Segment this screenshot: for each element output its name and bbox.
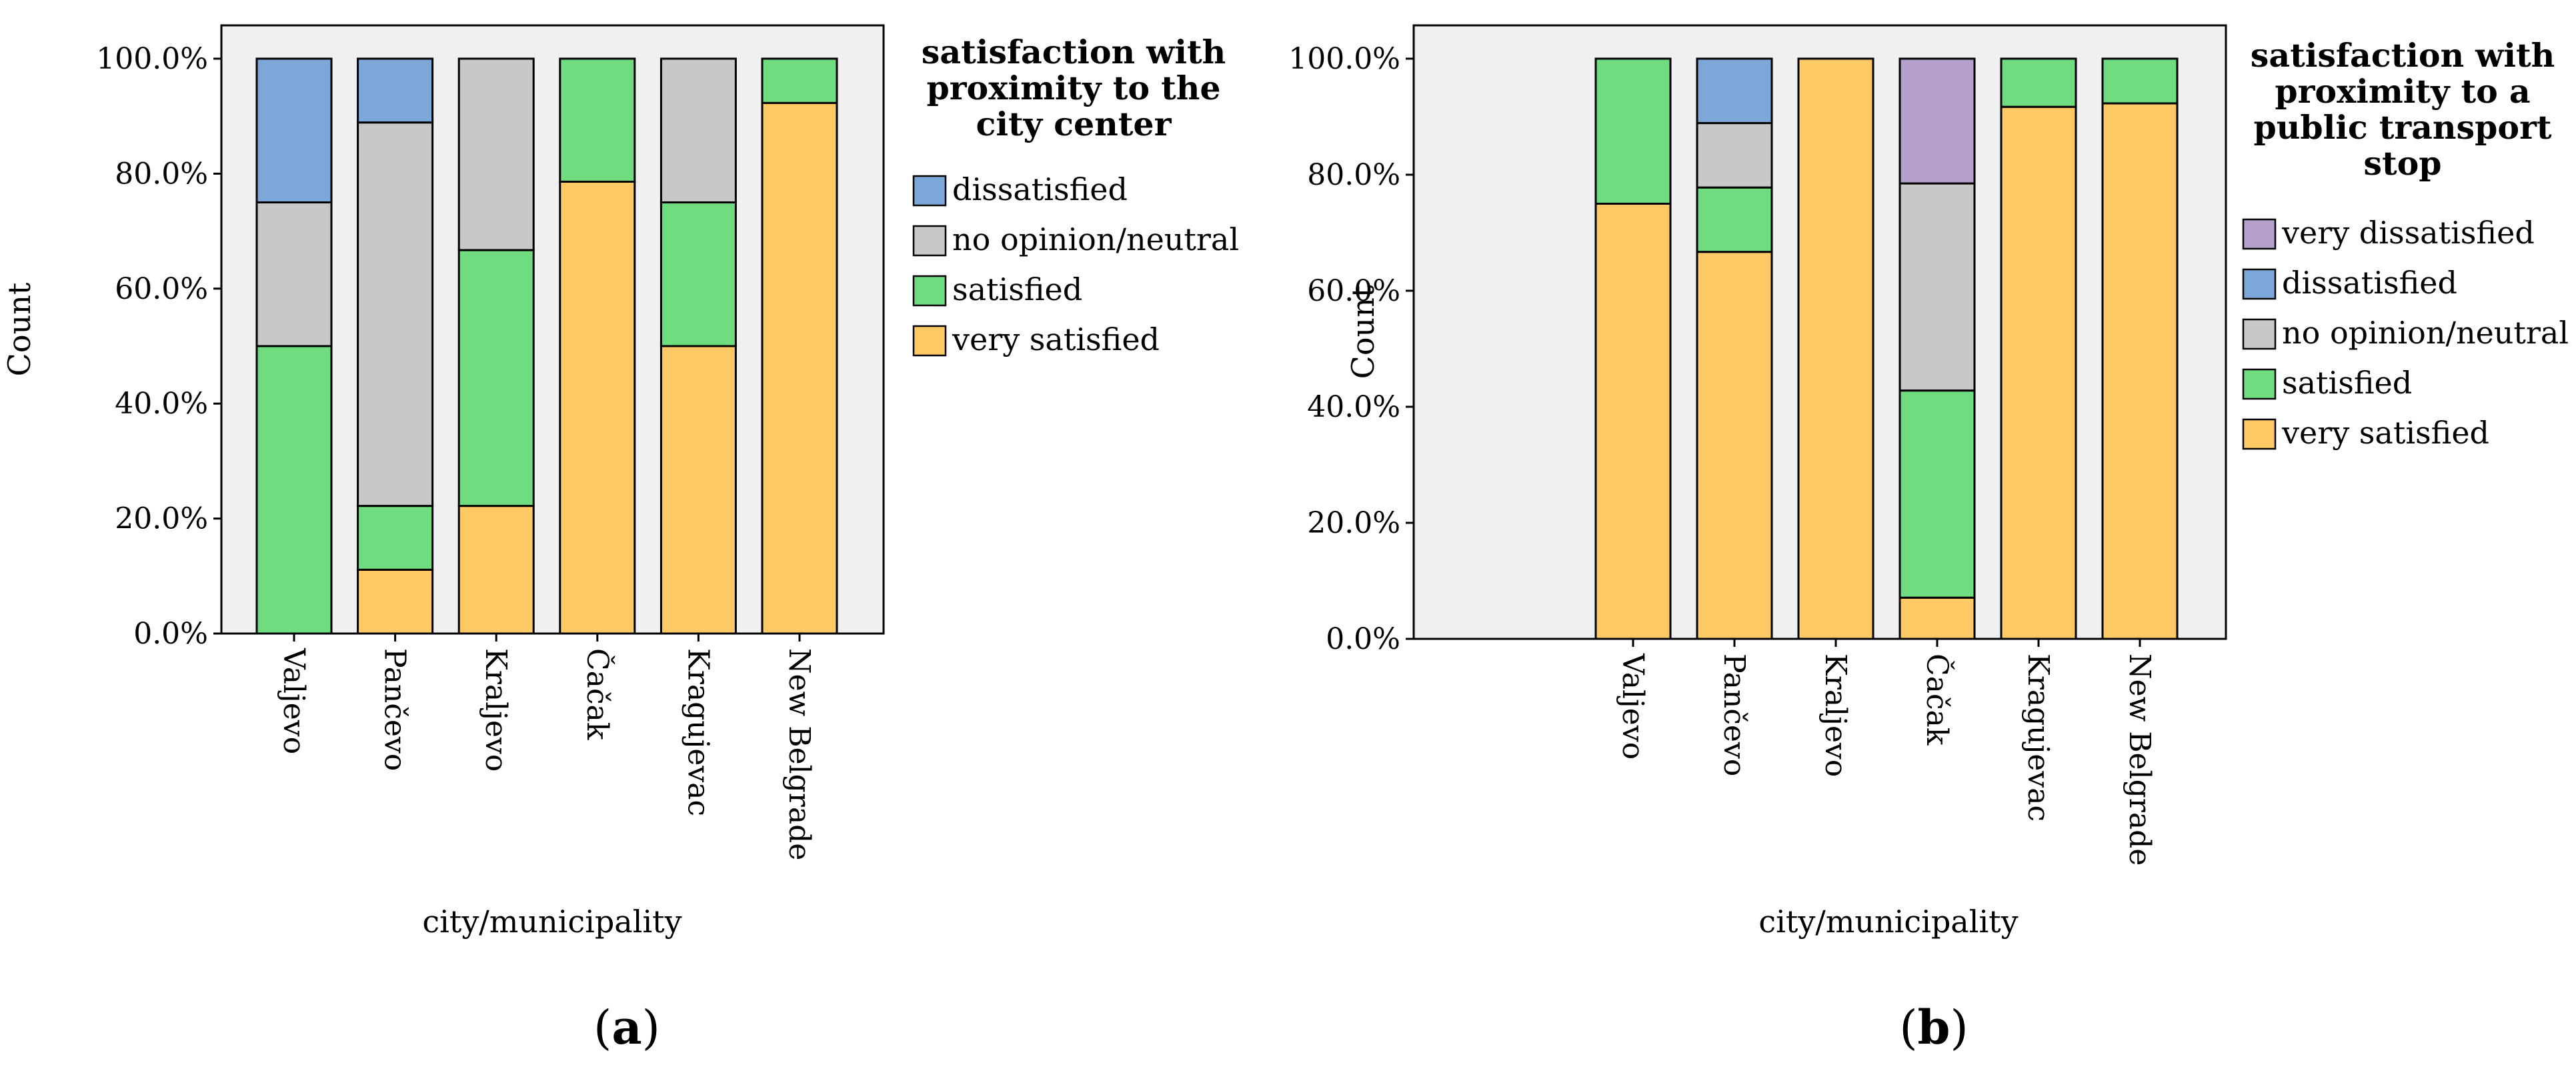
panel-label: (b) xyxy=(1899,1000,1969,1055)
y-tick-label: 40.0% xyxy=(115,387,208,421)
bar-segment xyxy=(761,101,838,635)
bar-segment xyxy=(357,57,434,124)
panel-label-letter: a xyxy=(611,1000,641,1055)
y-tick-label: 60.0% xyxy=(115,272,208,306)
bar-segment xyxy=(2000,105,2077,640)
bar-segment xyxy=(2101,102,2179,640)
x-tick-label: New Belgrade xyxy=(782,648,816,860)
y-tick-label: 80.0% xyxy=(1307,158,1400,192)
legend-label: dissatisfied xyxy=(952,171,1128,207)
x-tick-label: Pančevo xyxy=(378,648,412,771)
bar-segment xyxy=(1696,186,1773,253)
bar-segment xyxy=(1594,203,1672,640)
bar-segment xyxy=(1898,57,1976,185)
bar-segment xyxy=(1696,122,1773,189)
bar-segment xyxy=(1594,57,1672,205)
y-tick-label: 0.0% xyxy=(133,617,208,651)
x-tick-label: Kraljevo xyxy=(1818,654,1852,777)
panel-label-close: ) xyxy=(1950,1000,1968,1055)
y-tick-label: 80.0% xyxy=(115,157,208,191)
bar-segment xyxy=(1696,251,1773,640)
x-axis-label: city/municipality xyxy=(1758,904,2018,940)
bar-segment xyxy=(559,180,636,635)
x-tick-label: Čačak xyxy=(580,648,615,740)
legend-title-line: city center xyxy=(976,105,1172,143)
legend-swatch xyxy=(2242,368,2277,400)
x-tick-label: Valjevo xyxy=(277,648,311,754)
panel-label-open: ( xyxy=(1899,1000,1917,1055)
y-tick-label: 100.0% xyxy=(1288,42,1400,76)
bar-segment xyxy=(255,57,333,203)
x-tick-label: Kragujevac xyxy=(2021,654,2055,822)
bar-segment xyxy=(457,505,535,635)
chart-panel-a: 0.0% 20.0% 40.0% 60.0% 80.0% 100.0% Count Valje… xyxy=(1,24,1239,1055)
legend-title-line: public transport xyxy=(2253,108,2551,147)
bar-segment xyxy=(357,121,434,507)
legend-swatch xyxy=(912,275,947,307)
y-tick-label: 40.0% xyxy=(1307,390,1400,424)
legend-title-line: satisfaction with xyxy=(922,33,1226,71)
y-tick-label: 20.0% xyxy=(1307,506,1400,540)
panel-label-open: ( xyxy=(593,1000,611,1055)
x-tick-label: Pančevo xyxy=(1717,654,1751,776)
bar-segment xyxy=(1898,596,1976,640)
legend-swatch xyxy=(2242,268,2277,300)
x-tick-label: Čačak xyxy=(1920,654,1955,746)
panel-label-letter: b xyxy=(1918,1000,1951,1055)
bar-segment xyxy=(761,57,838,104)
panel-label: (a) xyxy=(593,1000,660,1055)
bar-segment xyxy=(660,345,737,635)
legend-swatch xyxy=(912,175,947,207)
y-tick-label: 20.0% xyxy=(115,502,208,536)
legend-title-line: proximity to the xyxy=(926,69,1220,107)
panel-label-close: ) xyxy=(642,1000,660,1055)
legend-title-line: stop xyxy=(2363,144,2441,183)
legend-label: no opinion/neutral xyxy=(952,221,1239,257)
bar-segment xyxy=(1797,57,1874,640)
bar-segment xyxy=(255,345,333,635)
chart-panel-b: 0.0% 20.0% 40.0% 60.0% 80.0% 100.0% Count Valje… xyxy=(1288,24,2569,1055)
legend-label: very satisfied xyxy=(952,321,1160,357)
bar-segment xyxy=(357,568,434,635)
bar-segment xyxy=(2101,57,2179,105)
legend-label: satisfied xyxy=(952,271,1082,307)
x-tick-label: New Belgrade xyxy=(2123,654,2157,866)
legend-swatch xyxy=(2242,418,2277,450)
bar-segment xyxy=(660,201,737,347)
legend-label: no opinion/neutral xyxy=(2282,315,2569,351)
x-axis-label: city/municipality xyxy=(422,904,682,940)
y-tick-label: 0.0% xyxy=(1326,622,1400,656)
legend-swatch xyxy=(912,225,947,257)
x-tick-label: Kragujevac xyxy=(681,648,715,816)
bar-segment xyxy=(559,57,636,183)
legend-label: very dissatisfied xyxy=(2281,215,2535,251)
y-tick-label: 60.0% xyxy=(1307,274,1400,308)
legend-label: satisfied xyxy=(2282,365,2412,401)
legend-swatch xyxy=(2242,318,2277,350)
legend-label: very satisfied xyxy=(2281,415,2489,451)
bar-segment xyxy=(1898,389,1976,599)
bar-segment xyxy=(2000,57,2077,108)
legend-title-line: proximity to a xyxy=(2275,72,2530,111)
legend-title-line: satisfaction with xyxy=(2251,36,2555,75)
legend-swatch xyxy=(912,325,947,357)
bar-segment xyxy=(660,57,737,203)
bar-segment xyxy=(457,249,535,507)
bar-segment xyxy=(1898,182,1976,392)
bar-segment xyxy=(1696,57,1773,125)
bar-segment xyxy=(357,505,434,571)
legend-label: dissatisfied xyxy=(2282,265,2457,301)
x-tick-label: Valjevo xyxy=(1616,653,1650,760)
y-tick-label: 100.0% xyxy=(96,42,208,76)
bar-segment xyxy=(255,201,333,347)
bar-segment xyxy=(457,57,535,251)
y-axis-label: Count xyxy=(1,282,37,376)
y-axis-label: Count xyxy=(1345,285,1381,379)
x-tick-label: Kraljevo xyxy=(479,648,513,772)
legend-swatch xyxy=(2242,218,2277,250)
